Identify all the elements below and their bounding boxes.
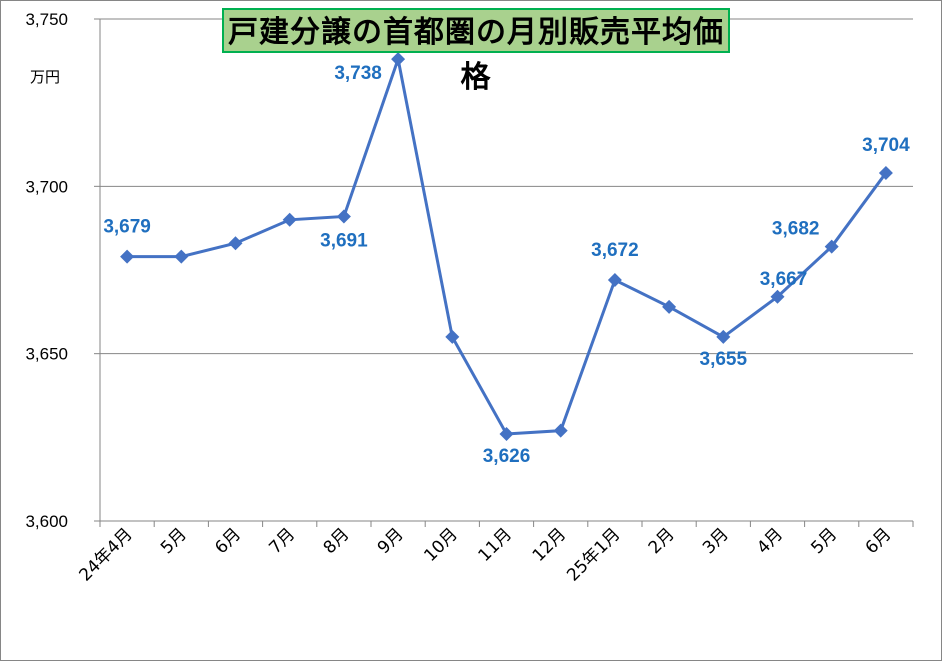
y-tick-label: 3,750	[25, 10, 68, 29]
x-tick-label: 11月	[475, 524, 516, 565]
data-label: 3,691	[320, 230, 368, 251]
data-label: 3,655	[700, 349, 748, 370]
y-axis-unit: 万円	[30, 68, 61, 86]
data-point-marker	[716, 329, 731, 344]
y-tick-label: 3,600	[25, 512, 68, 531]
x-tick-label: 25年1月	[563, 524, 624, 585]
data-point-marker	[499, 426, 514, 441]
chart-title: 戸建分譲の首都圏の月別販売平均価格	[222, 8, 730, 95]
data-point-marker	[662, 299, 677, 314]
data-point-marker	[445, 329, 460, 344]
x-tick-label: 4月	[753, 524, 787, 558]
x-tick-label: 9月	[374, 524, 408, 558]
y-tick-label: 3,700	[25, 177, 68, 196]
data-label: 3,672	[591, 240, 639, 261]
x-tick-label: 6月	[862, 524, 896, 558]
data-point-marker	[174, 249, 189, 264]
data-point-marker	[228, 236, 243, 251]
x-tick-label: 24年4月	[76, 524, 137, 585]
data-point-marker	[878, 165, 893, 180]
data-label: 3,738	[334, 63, 382, 84]
x-tick-label: 5月	[807, 524, 841, 558]
series-line	[127, 53, 888, 436]
data-point-marker	[553, 423, 568, 438]
data-point-marker	[391, 52, 406, 67]
data-label: 3,682	[772, 219, 820, 240]
y-tick-label: 3,650	[25, 345, 68, 364]
x-tick-label: 10月	[420, 524, 461, 565]
data-point-marker	[824, 239, 839, 254]
x-tick-label: 5月	[157, 524, 191, 558]
data-point-marker	[120, 249, 135, 264]
data-point-marker	[282, 212, 297, 227]
data-point-marker	[336, 209, 351, 224]
x-tick-label: 12月	[529, 524, 570, 565]
data-label: 3,667	[760, 269, 808, 290]
x-tick-label: 2月	[645, 524, 679, 558]
x-tick-label: 3月	[699, 524, 733, 558]
data-point-marker	[770, 289, 785, 304]
data-label: 3,626	[483, 446, 531, 467]
data-label: 3,679	[103, 217, 151, 238]
x-tick-label: 8月	[320, 524, 354, 558]
data-point-marker	[607, 273, 622, 288]
x-tick-label: 6月	[211, 524, 245, 558]
x-tick-label: 7月	[265, 524, 299, 558]
data-label: 3,704	[862, 135, 910, 156]
